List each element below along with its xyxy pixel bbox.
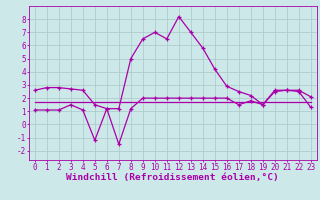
X-axis label: Windchill (Refroidissement éolien,°C): Windchill (Refroidissement éolien,°C) [67, 173, 279, 182]
